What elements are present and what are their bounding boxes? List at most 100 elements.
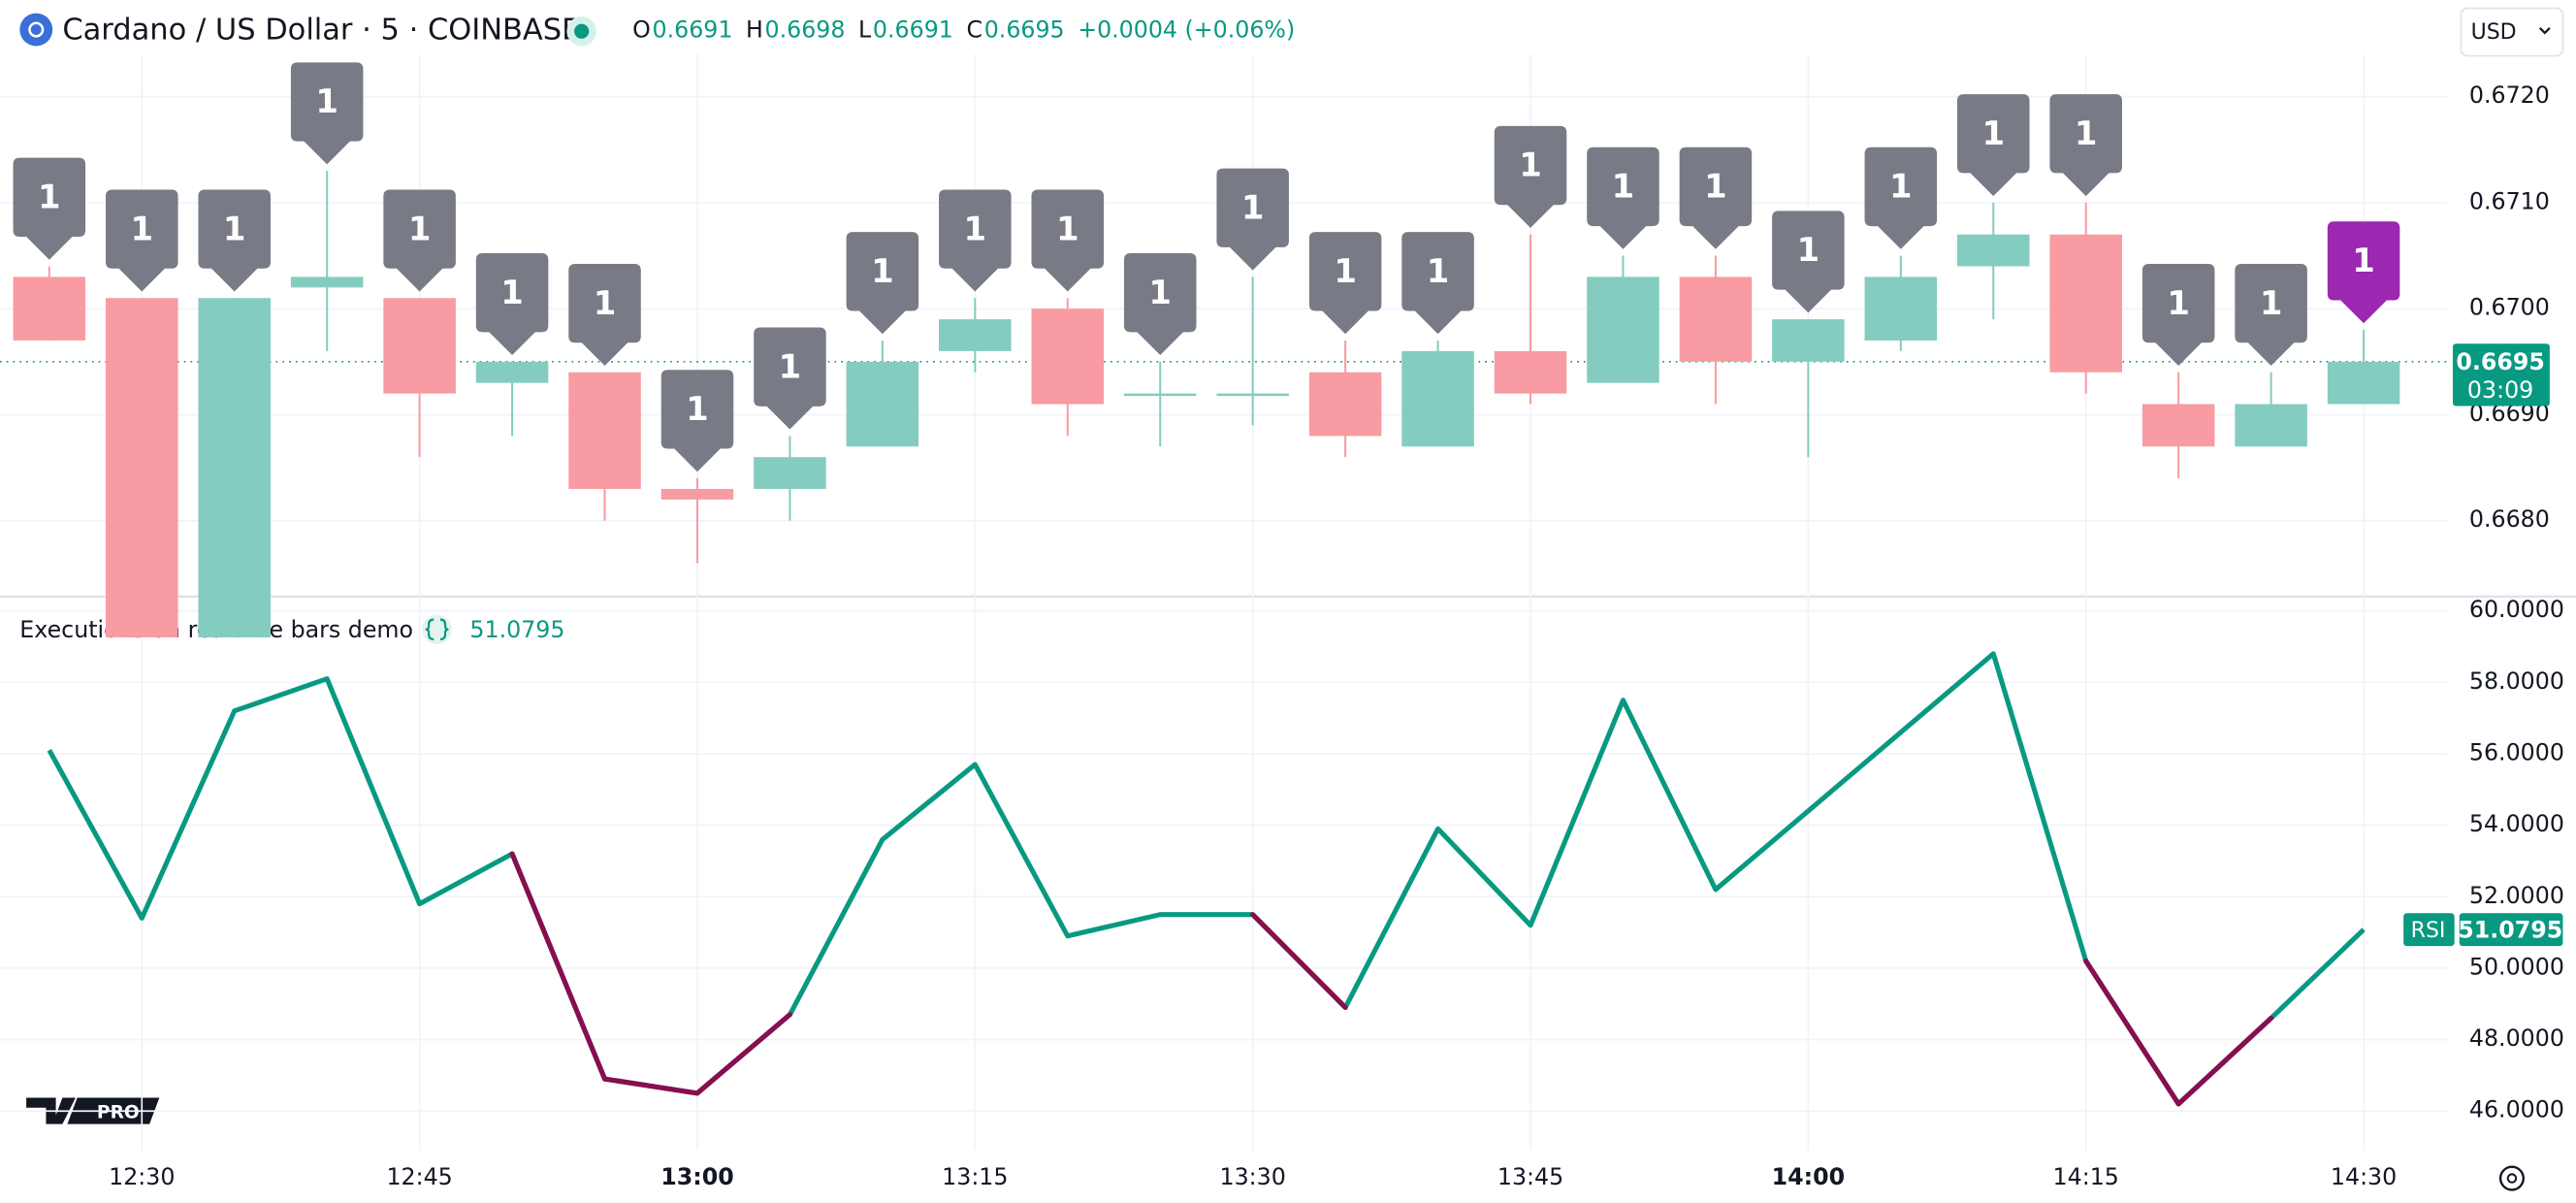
countdown-label: 03:09	[2467, 376, 2533, 404]
currency-chevron[interactable]	[2538, 27, 2551, 35]
marker-text: 1	[686, 390, 709, 428]
marker-text: 1	[408, 210, 432, 247]
ohlc-legend: O 0.6691 H 0.6698 L 0.6691 C 0.6695	[632, 16, 1065, 44]
rsi-line-segment	[694, 1012, 792, 1096]
marker: 1	[2141, 263, 2215, 366]
candle-body	[1494, 350, 1567, 394]
y-tick-label: 56.0000	[2469, 738, 2564, 765]
marker-flag	[2049, 94, 2122, 197]
rsi-line-segment	[2083, 959, 2181, 1107]
marker-flag	[754, 327, 826, 430]
marker-flag	[1494, 125, 1567, 228]
marker: 1	[1957, 94, 2030, 197]
x-tick-label: 14:15	[2053, 1163, 2119, 1190]
symbol-icon-glyph	[28, 21, 45, 38]
settings-icon-center[interactable]	[2506, 1173, 2518, 1184]
marker: 1	[106, 189, 178, 292]
candle-body	[939, 319, 1012, 351]
candle-body	[1957, 234, 2030, 267]
source-icon	[425, 618, 449, 641]
marker-text: 1	[1334, 252, 1357, 290]
x-tick-label: 13:15	[942, 1163, 1008, 1190]
marker-text: 1	[964, 210, 987, 247]
marker-flag	[1772, 211, 1845, 313]
marker: 1	[1772, 211, 1845, 313]
series-tag: RSI	[2411, 919, 2446, 943]
rsi-line-segment	[509, 851, 608, 1082]
candle-body	[1864, 276, 1938, 341]
x-tick-label: 12:45	[386, 1163, 452, 1190]
marker-text: 1	[1519, 146, 1542, 184]
candle-body	[2327, 361, 2400, 405]
marker-flag	[290, 62, 364, 165]
marker: 1	[2049, 94, 2122, 197]
candle-body	[2141, 404, 2215, 447]
candle-body	[846, 361, 919, 447]
y-tick-label: 0.6710	[2469, 187, 2550, 214]
marker-text: 1	[1889, 168, 1913, 206]
x-tick-label: 13:00	[660, 1163, 733, 1190]
candle-body	[1123, 393, 1197, 397]
rsi-line-segment	[601, 1076, 700, 1096]
marker-flag	[13, 157, 86, 260]
candle-body	[1031, 309, 1105, 405]
marker: 1	[383, 189, 456, 292]
candle-body	[106, 298, 178, 637]
marker: 1	[568, 263, 641, 366]
candle-body	[383, 298, 456, 394]
candle-body	[1679, 276, 1753, 362]
marker: 1	[754, 327, 826, 430]
last-price-label: 0.6695	[2456, 348, 2544, 375]
candle-body	[1587, 276, 1659, 383]
currency-label[interactable]: USD	[2471, 20, 2517, 45]
marker: 1	[1123, 253, 1197, 356]
marker-flag	[1587, 146, 1659, 249]
ohlc-letter: C	[966, 16, 982, 44]
marker: 1	[1401, 232, 1474, 335]
marker-flag	[106, 189, 178, 292]
marker-text: 1	[1797, 231, 1820, 269]
marker-flag	[568, 263, 641, 366]
change: +0.0004 (+0.06%)	[1078, 16, 1295, 44]
marker: 1	[846, 232, 919, 335]
marker: 1	[198, 189, 271, 292]
marker: 1	[1679, 146, 1753, 249]
y-tick-label: 54.0000	[2469, 810, 2564, 837]
marker-flag	[383, 189, 456, 292]
marker: 1	[475, 253, 549, 356]
marker-text: 1	[1704, 168, 1727, 206]
x-tick-label: 12:30	[109, 1163, 175, 1190]
y-tick-label: 0.6680	[2469, 505, 2550, 533]
marker-text: 1	[779, 347, 802, 385]
last-price-box	[2452, 343, 2550, 406]
status-dot	[574, 23, 590, 39]
marker: 1	[2235, 263, 2307, 366]
series-tag-box	[2403, 913, 2455, 947]
marker-flag	[1864, 146, 1938, 249]
marker-flag	[2327, 221, 2400, 324]
x-tick-label: 13:30	[1220, 1163, 1286, 1190]
marker-flag	[1216, 168, 1289, 271]
candle-body	[198, 298, 271, 637]
marker-flag	[198, 189, 271, 292]
indicator-value: 51.0795	[469, 616, 564, 643]
ohlc-letter: L	[858, 16, 872, 44]
symbol-title: Cardano / US Dollar · 5 · COINBASE	[62, 14, 580, 48]
candle-body	[1308, 372, 1382, 437]
marker-flag	[475, 253, 549, 356]
marker-flag	[2235, 263, 2307, 366]
marker-flag	[1123, 253, 1197, 356]
marker-text: 1	[38, 179, 61, 216]
settings-icon[interactable]	[2498, 1165, 2525, 1191]
candle-body	[754, 457, 826, 489]
currency-button[interactable]	[2460, 7, 2564, 57]
marker-flag	[2141, 263, 2215, 366]
candle-body	[475, 361, 549, 383]
marker-flag	[1031, 189, 1105, 292]
y-tick-label: 50.0000	[2469, 953, 2564, 980]
marker: 1	[1308, 232, 1382, 335]
marker: 1	[13, 157, 86, 260]
x-tick-label: 13:45	[1497, 1163, 1563, 1190]
marker-flag	[1679, 146, 1753, 249]
